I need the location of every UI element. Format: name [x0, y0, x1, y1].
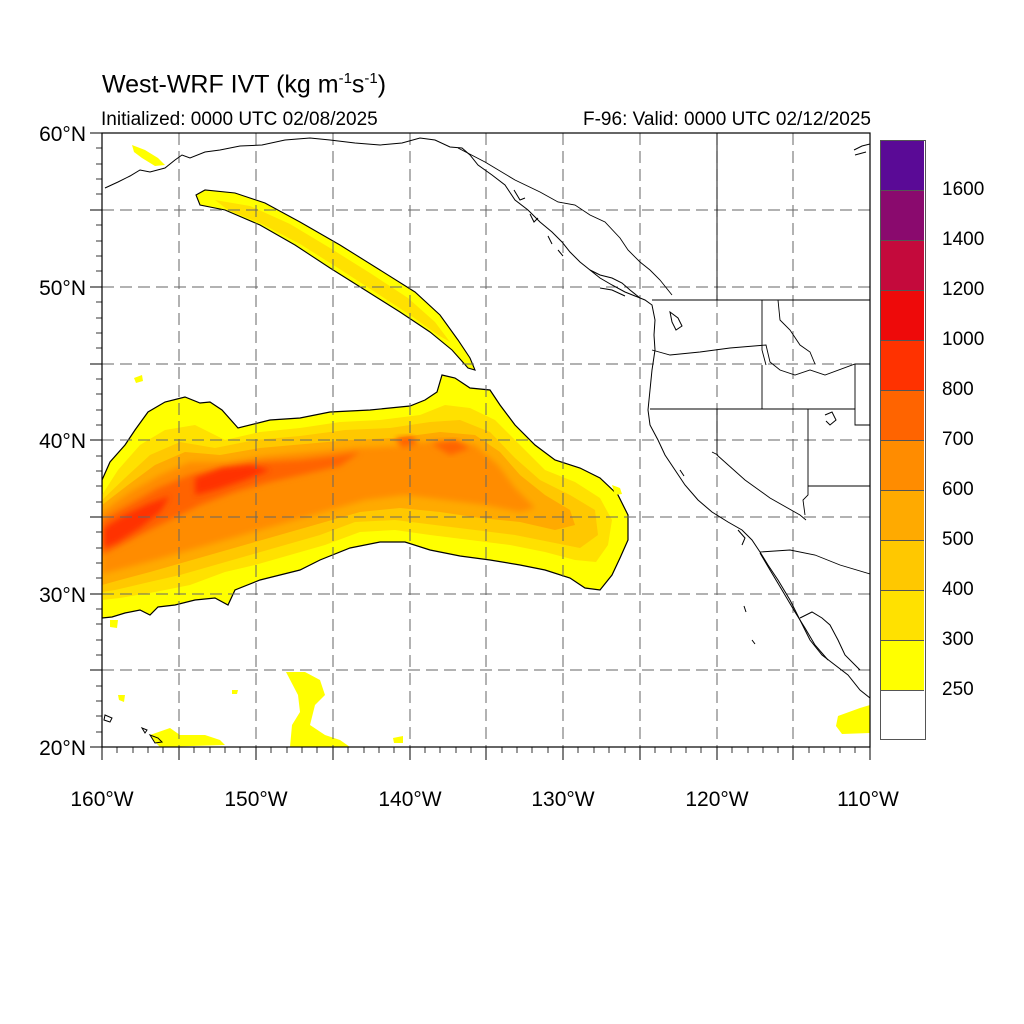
lon-label: 130°W — [531, 788, 594, 811]
title-exponent: -1 — [364, 70, 378, 87]
colorbar-label: 700 — [942, 429, 974, 450]
colorbar-label: 1600 — [942, 179, 985, 200]
colorbar-box — [880, 290, 924, 340]
colorbar-box — [880, 490, 924, 540]
lon-label: 110°W — [837, 788, 899, 811]
lat-label: 20°N — [39, 737, 86, 760]
colorbar-label: 1200 — [942, 279, 985, 300]
political-boundaries — [457, 133, 870, 575]
initialized-label: Initialized: 0000 UTC 02/08/2025 — [101, 109, 378, 130]
lat-label: 40°N — [39, 430, 86, 453]
colorbar-box — [880, 390, 924, 440]
lon-label: 150°W — [224, 788, 287, 811]
colorbar: 250 300 400 500 600 700 800 1000 1200 14… — [880, 140, 984, 740]
lon-label: 160°W — [70, 788, 133, 811]
colorbar-label: 400 — [942, 579, 974, 600]
lon-label: 120°W — [685, 788, 748, 811]
colorbar-label: 500 — [942, 529, 974, 550]
ivt-north-filament — [195, 189, 476, 371]
graticule — [102, 133, 870, 747]
colorbar-label: 1400 — [942, 229, 985, 250]
colorbar-box — [880, 340, 924, 390]
minor-tick-marks — [96, 147, 856, 753]
colorbar-label: 1000 — [942, 329, 985, 350]
lon-label: 140°W — [378, 788, 441, 811]
colorbar-box — [880, 590, 924, 640]
title-text: s — [351, 70, 365, 99]
colorbar-label: 600 — [942, 479, 974, 500]
colorbar-frame — [880, 140, 926, 740]
colorbar-label: 300 — [942, 629, 974, 650]
colorbar-label: 800 — [942, 379, 974, 400]
coastlines — [103, 137, 870, 744]
colorbar-box — [880, 640, 924, 690]
colorbar-box — [880, 190, 924, 240]
colorbar-label: 250 — [942, 679, 974, 700]
map-title: West-WRF IVT (kg m-1s-1) — [102, 70, 386, 99]
valid-time-label: F-96: Valid: 0000 UTC 02/12/2025 — [583, 109, 871, 130]
colorbar-box — [880, 140, 924, 190]
ivt-main-river — [102, 374, 629, 619]
title-text: ) — [377, 70, 387, 99]
title-exponent: -1 — [338, 70, 352, 87]
colorbar-box — [880, 440, 924, 490]
lat-label: 30°N — [39, 584, 86, 607]
colorbar-box — [880, 240, 924, 290]
ivt-scattered-patches — [110, 145, 870, 747]
lat-label: 60°N — [39, 123, 86, 146]
lat-label: 50°N — [39, 277, 86, 300]
colorbar-box — [880, 690, 924, 740]
tick-marks — [90, 132, 871, 760]
colorbar-box — [880, 540, 924, 590]
title-text: West-WRF IVT (kg m — [102, 70, 339, 99]
